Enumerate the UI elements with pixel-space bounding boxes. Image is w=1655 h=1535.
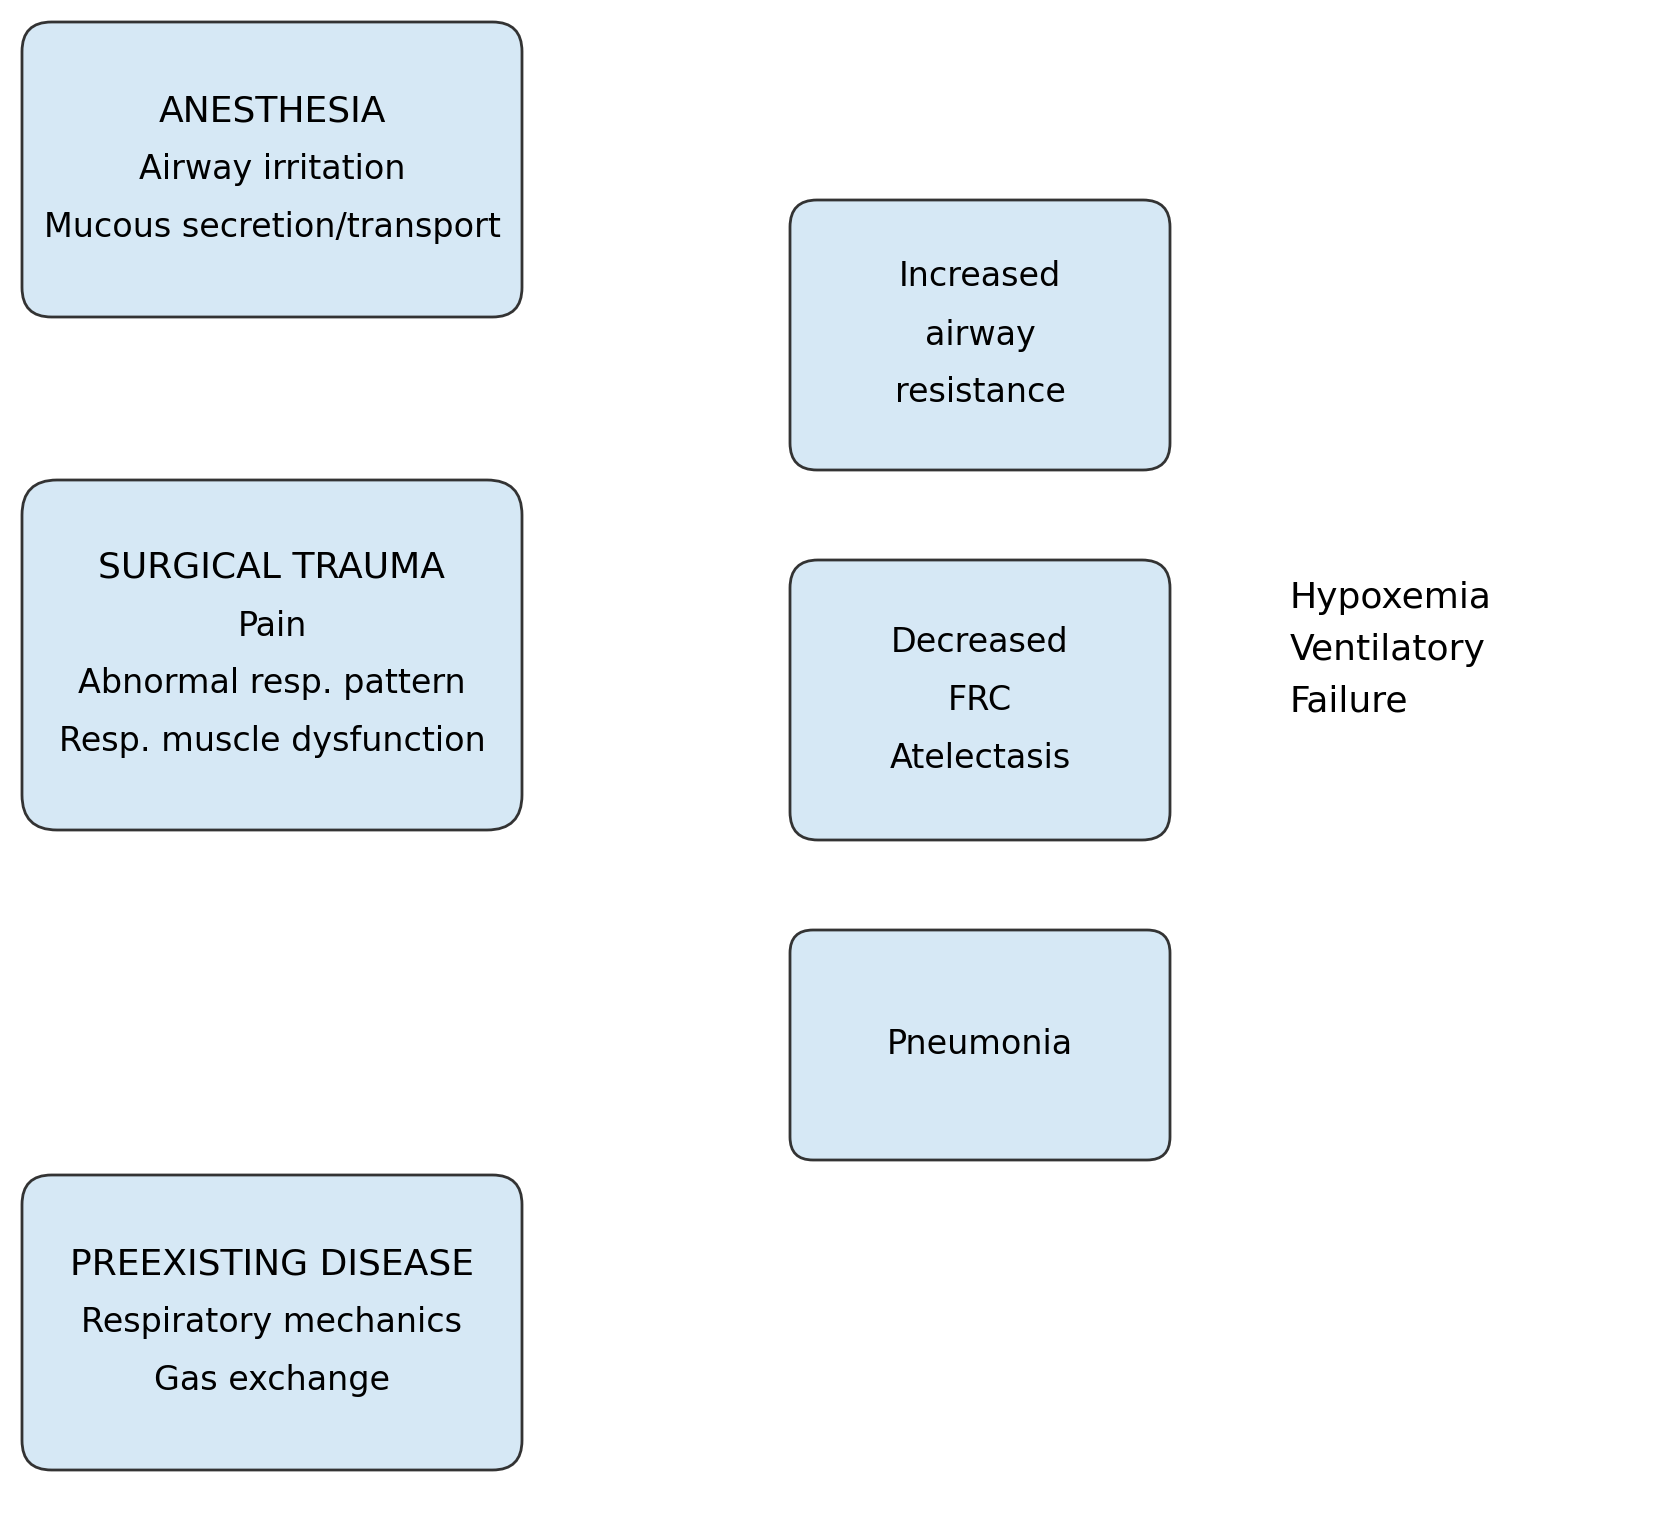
Text: resistance: resistance [894,376,1064,410]
FancyBboxPatch shape [22,21,521,318]
Text: Pain: Pain [237,609,306,643]
Text: ANESTHESIA: ANESTHESIA [159,95,386,129]
FancyBboxPatch shape [22,480,521,830]
Text: FRC: FRC [947,683,1011,717]
FancyBboxPatch shape [789,560,1170,840]
Text: Increased: Increased [899,261,1061,293]
FancyBboxPatch shape [789,930,1170,1160]
Text: Abnormal resp. pattern: Abnormal resp. pattern [78,668,465,700]
Text: Decreased: Decreased [890,625,1067,659]
Text: Atelectasis: Atelectasis [889,741,1071,775]
Text: Gas exchange: Gas exchange [154,1365,391,1397]
Text: Airway irritation: Airway irritation [139,154,405,186]
Text: Ventilatory: Ventilatory [1289,632,1485,668]
FancyBboxPatch shape [22,1174,521,1471]
Text: airway: airway [923,318,1034,352]
Text: Pneumonia: Pneumonia [887,1028,1072,1062]
Text: Respiratory mechanics: Respiratory mechanics [81,1306,462,1339]
Text: PREEXISTING DISEASE: PREEXISTING DISEASE [70,1248,473,1282]
Text: Hypoxemia: Hypoxemia [1289,582,1491,616]
Text: Mucous secretion/transport: Mucous secretion/transport [43,210,500,244]
Text: SURGICAL TRAUMA: SURGICAL TRAUMA [98,551,445,585]
Text: Resp. muscle dysfunction: Resp. muscle dysfunction [58,726,485,758]
FancyBboxPatch shape [789,200,1170,470]
Text: Failure: Failure [1289,685,1408,718]
